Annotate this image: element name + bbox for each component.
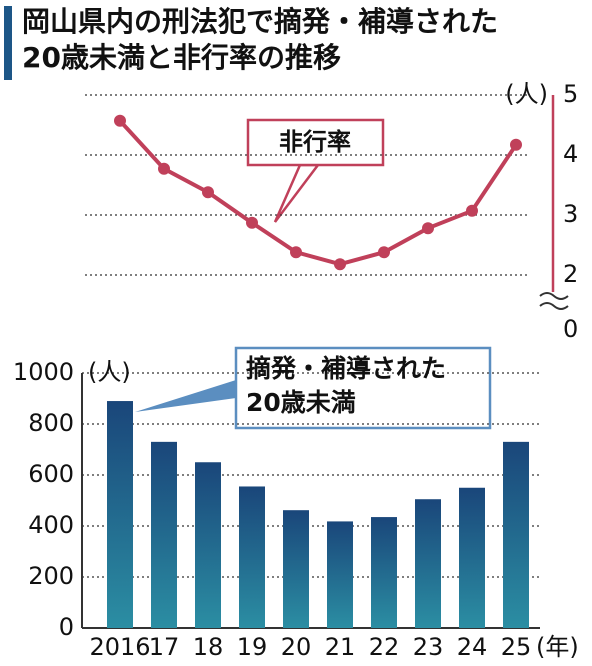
y-tick-label: 1000 [13,358,74,386]
point [202,186,214,199]
bar-series-label: 摘発・補導された20歳未満 [246,354,447,417]
y-tick-label: 800 [28,409,74,437]
point [246,216,258,229]
title-bar [4,6,12,80]
bar [151,441,177,628]
y-axis-label: (人) [505,80,548,108]
y-tick-label: 600 [28,460,74,488]
point [114,114,126,127]
point [378,246,390,259]
point [510,138,522,151]
x-tick-label: 2016 [89,633,150,661]
bar [283,510,309,628]
x-tick-label: 22 [369,633,400,661]
point [422,222,434,235]
chart-title: 岡山県内の刑法犯で摘発・補導された20歳未満と非行率の推移 [22,5,499,74]
point [466,204,478,217]
y-tick-label: 0 [563,315,578,343]
y-tick-label: 3 [563,200,578,228]
y-axis-label: (人) [88,358,131,386]
x-tick-label: 20 [281,633,312,661]
bar [239,486,265,628]
x-axis-label: (年) [536,633,579,661]
y-tick-label: 4 [563,140,578,168]
x-tick-label: 23 [413,633,444,661]
y-tick-label: 2 [563,260,578,288]
y-tick-label: 400 [28,511,74,539]
series-label: 非行率 [279,128,351,156]
point [158,162,170,175]
y-tick-label: 200 [28,562,74,590]
bar [459,487,485,628]
bar [195,462,221,628]
bar [371,517,397,628]
x-tick-label: 25 [501,633,532,661]
line [118,119,518,267]
point [290,246,302,259]
x-tick-label: 21 [325,633,356,661]
y-tick-label: 0 [59,613,74,641]
line-pointer [273,163,321,223]
x-tick-label: 24 [457,633,488,661]
bar [415,499,441,628]
bar-label-box [234,346,492,430]
line-label-box [246,118,385,167]
x-tick-label: 17 [149,633,180,661]
bar [327,521,353,628]
bar-pointer [135,380,236,412]
y-tick-label: 5 [563,80,578,108]
axis-break [539,292,569,310]
x-tick-label: 19 [237,633,268,661]
point [334,258,346,271]
x-tick-label: 18 [193,633,224,661]
bar [503,441,529,628]
bar [107,401,133,628]
